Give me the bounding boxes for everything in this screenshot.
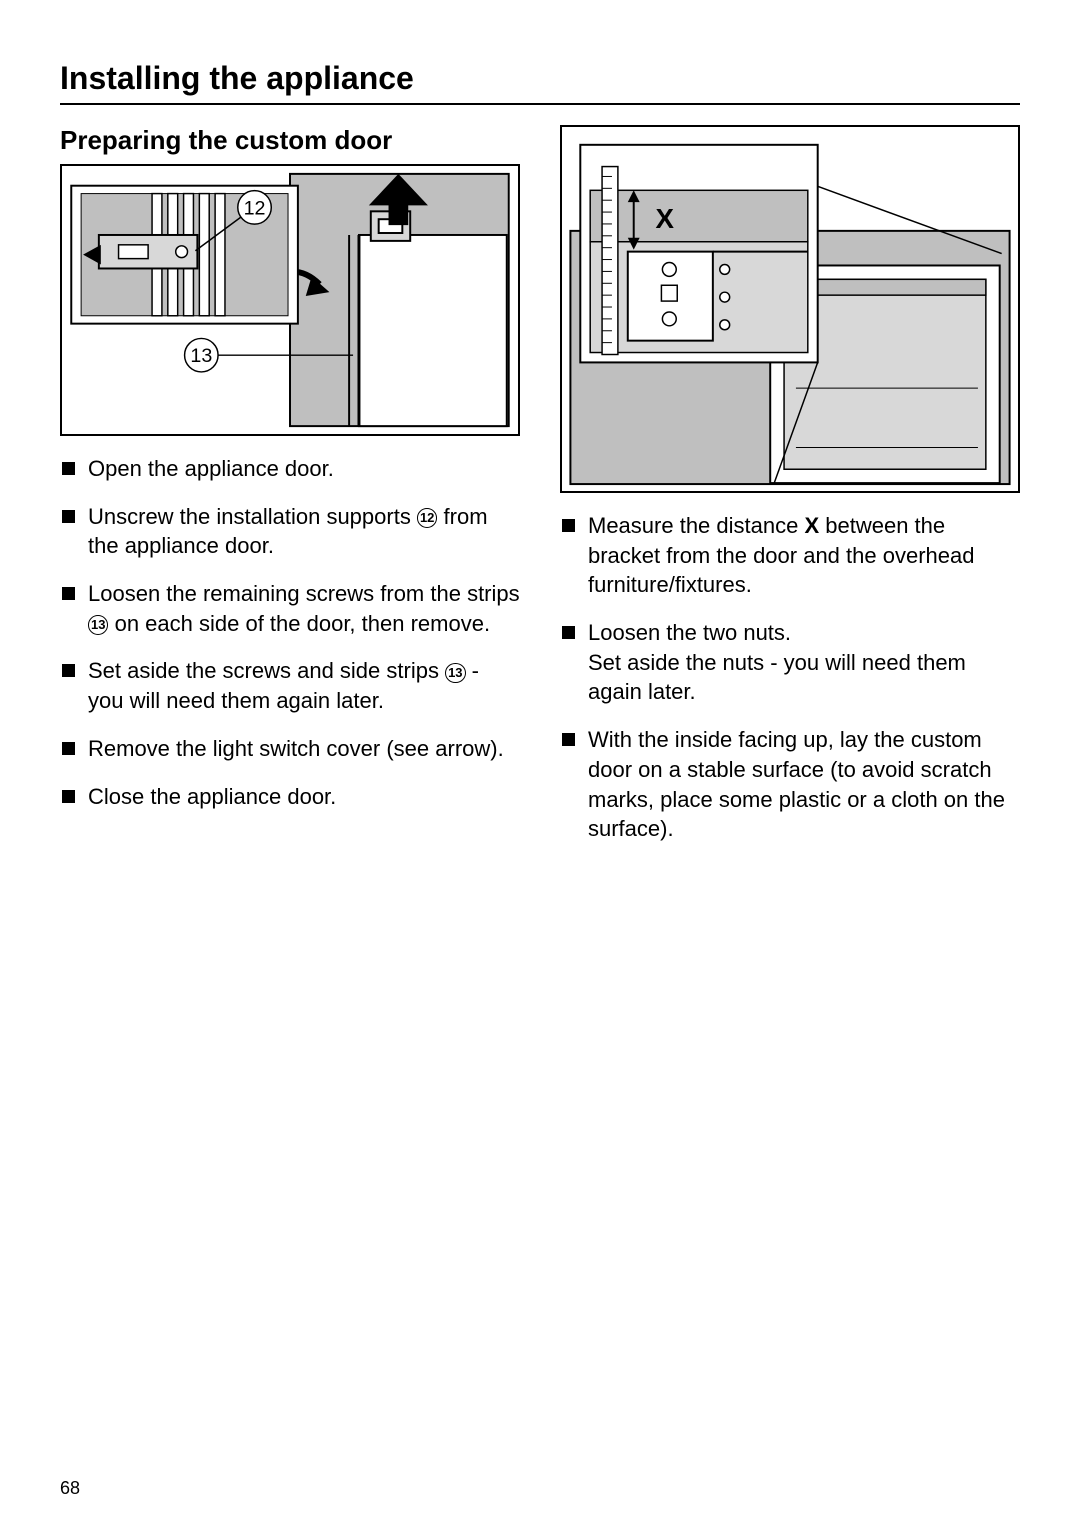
step-item: Unscrew the installation supports 12 fro…	[60, 502, 520, 561]
step-item: Measure the distance X between the brack…	[560, 511, 1020, 600]
figure-2: X	[560, 125, 1020, 493]
svg-text:X: X	[655, 203, 674, 234]
step-item: With the inside facing up, lay the custo…	[560, 725, 1020, 844]
page-title: Installing the appliance	[60, 60, 1020, 97]
step-item: Remove the light switch cover (see arrow…	[60, 734, 520, 764]
right-column: X	[560, 125, 1020, 862]
right-steps-list: Measure the distance X between the brack…	[560, 511, 1020, 844]
bold-text: X	[804, 513, 819, 538]
figure-1: 12 13	[60, 164, 520, 436]
step-item: Close the appliance door.	[60, 782, 520, 812]
step-item: Open the appliance door.	[60, 454, 520, 484]
circled-ref-13: 13	[445, 663, 465, 683]
figure-1-svg: 12 13	[62, 166, 518, 434]
title-rule	[60, 103, 1020, 105]
page-number: 68	[60, 1478, 80, 1499]
left-column: Preparing the custom door	[60, 125, 520, 862]
step-item: Loosen the remaining screws from the str…	[60, 579, 520, 638]
svg-text:12: 12	[244, 197, 266, 219]
two-column-layout: Preparing the custom door	[60, 125, 1020, 862]
step-item: Loosen the two nuts.Set aside the nuts -…	[560, 618, 1020, 707]
figure-2-svg: X	[562, 127, 1018, 491]
manual-page: Installing the appliance Preparing the c…	[0, 0, 1080, 1529]
section-subtitle: Preparing the custom door	[60, 125, 520, 156]
step-item: Set aside the screws and side strips 13 …	[60, 656, 520, 715]
left-steps-list: Open the appliance door. Unscrew the inst…	[60, 454, 520, 811]
circled-ref-12: 12	[417, 508, 437, 528]
svg-text:13: 13	[190, 345, 212, 367]
circled-ref-13: 13	[88, 615, 108, 635]
